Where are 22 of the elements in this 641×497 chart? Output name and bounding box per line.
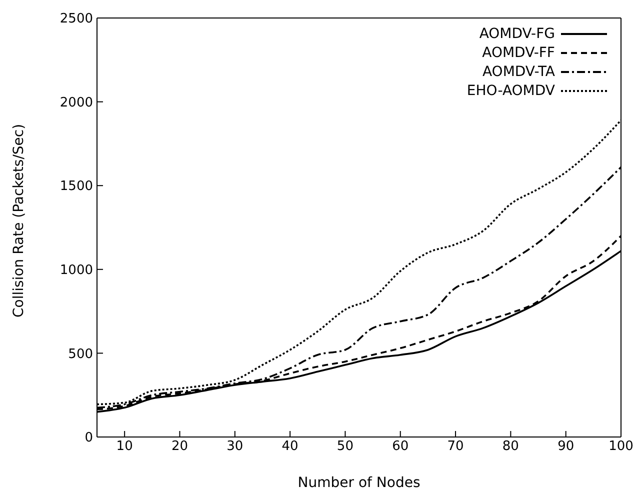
- x-tick-label: 50: [336, 439, 354, 454]
- x-tick-label: 10: [116, 439, 133, 454]
- y-tick-label: 2500: [60, 12, 93, 27]
- y-tick-label: 2000: [60, 95, 93, 110]
- x-tick-label: 80: [502, 439, 519, 454]
- x-tick-label: 30: [226, 439, 244, 454]
- y-tick-label: 500: [68, 346, 93, 362]
- x-tick-label: 40: [282, 439, 298, 454]
- y-tick-label: 0: [84, 430, 93, 446]
- legend-label: EHO-AOMDV: [466, 82, 555, 98]
- legend-label: AOMDV-FF: [482, 44, 555, 60]
- x-tick-label: 60: [392, 439, 409, 454]
- y-tick-label: 1000: [60, 263, 93, 278]
- legend-label: AOMDV-FG: [479, 26, 555, 42]
- x-tick-label: 90: [558, 439, 574, 454]
- y-tick-label: 1500: [60, 179, 93, 194]
- x-tick-label: 70: [447, 439, 464, 454]
- x-tick-label: 100: [608, 439, 634, 454]
- y-axis-title: Collision Rate (Packets/Sec): [10, 124, 27, 318]
- x-tick-label: 20: [171, 439, 188, 454]
- x-axis-title: Number of Nodes: [298, 475, 420, 491]
- legend-label: AOMDV-TA: [482, 64, 555, 80]
